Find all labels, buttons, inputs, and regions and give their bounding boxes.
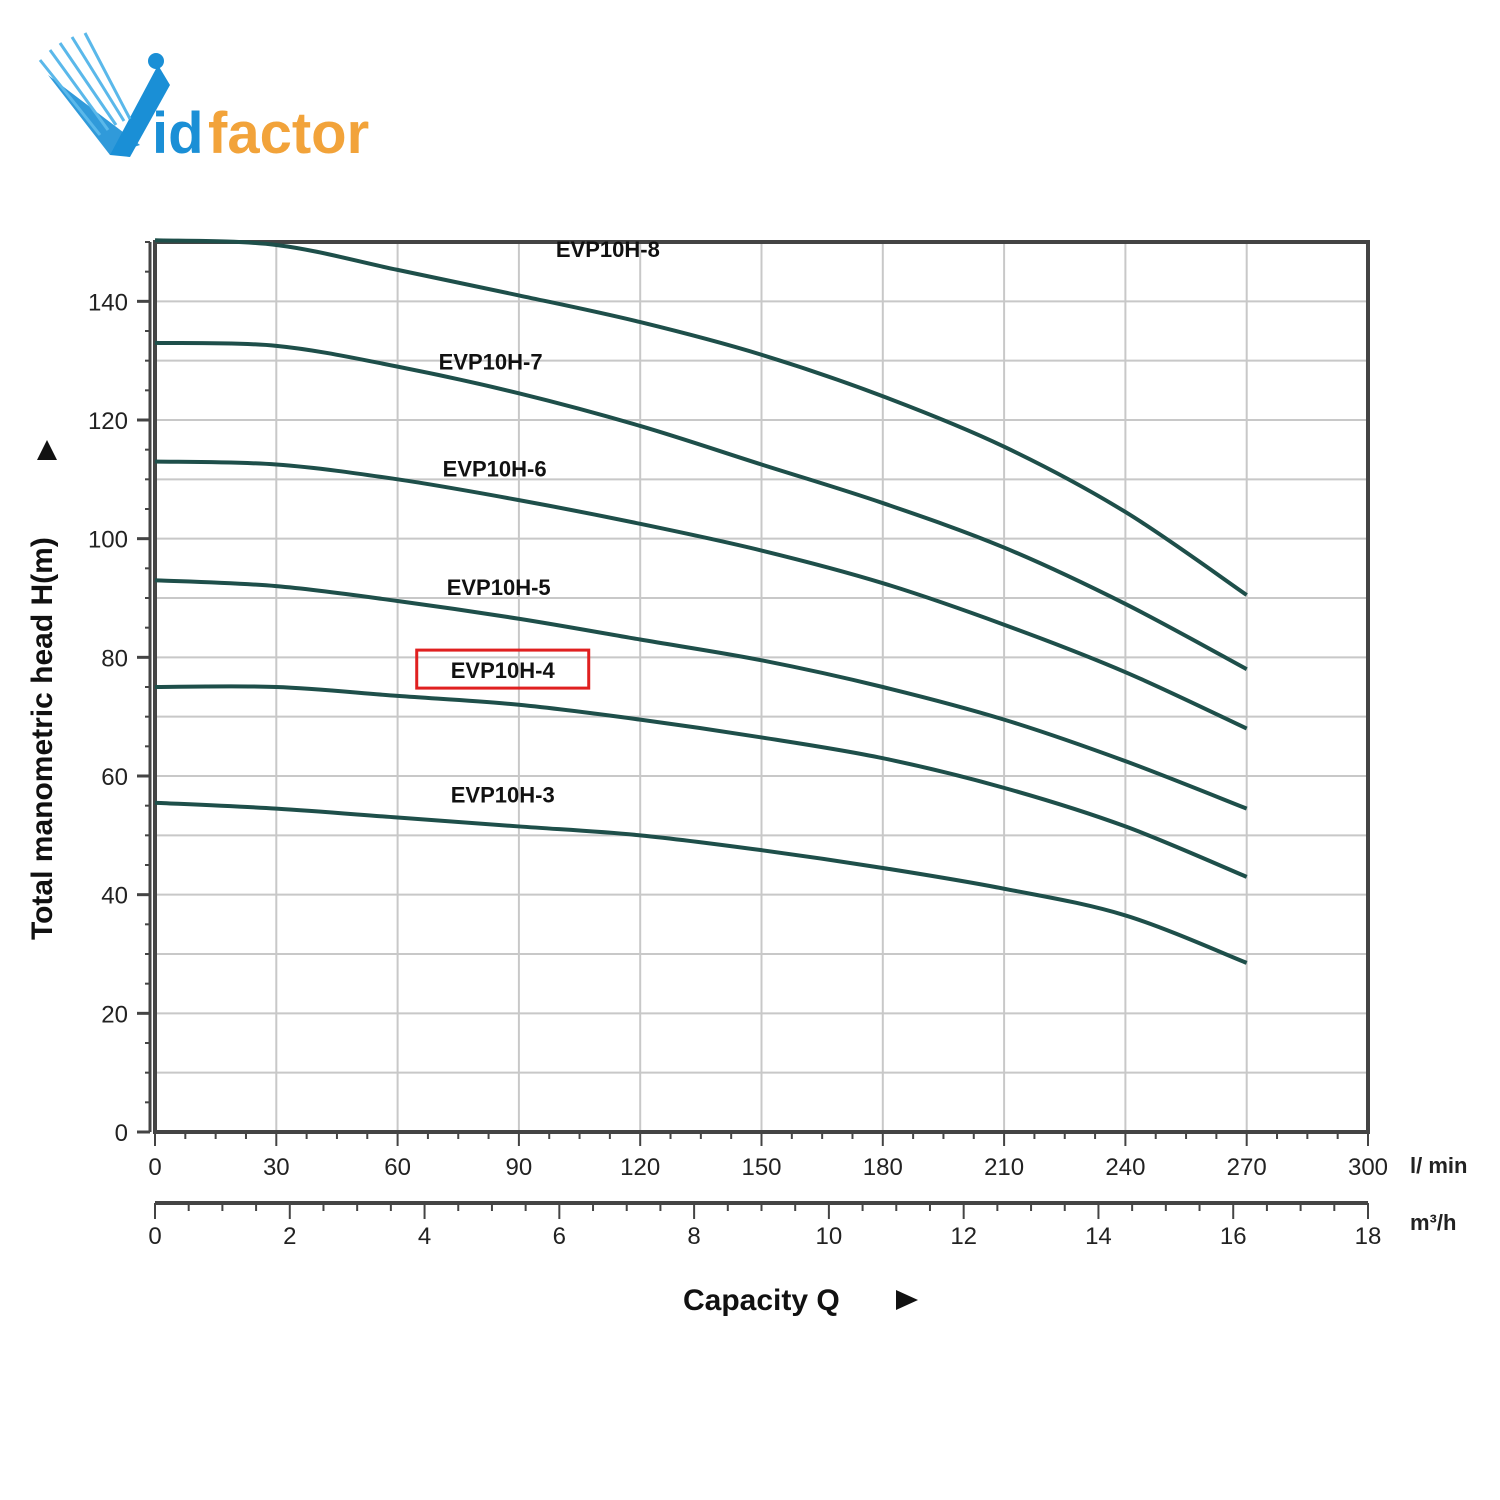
curve-evp10h-7 — [154, 340, 1248, 671]
y-axis-title: Total manometric head H(m) — [26, 537, 59, 940]
x-tick-label: 300 — [1348, 1154, 1388, 1181]
x2-tick-label: 2 — [283, 1223, 296, 1250]
y-tick-label: 40 — [101, 883, 128, 910]
curve-label-evp10h-4: EVP10H-4 — [451, 658, 556, 683]
y-tick-label: 60 — [101, 764, 128, 791]
x-tick-label: 30 — [263, 1154, 290, 1181]
x-axis-lmin: 0 30 60 90 120 150 180 210 240 270 300 — [148, 1132, 1388, 1181]
x2-tick-label: 12 — [950, 1223, 977, 1250]
curve-evp10h-8 — [154, 238, 1248, 597]
x2-tick-label: 18 — [1355, 1223, 1382, 1250]
vidfactor-logo: id factor — [38, 32, 369, 166]
curve-evp10h-3 — [154, 800, 1248, 965]
curve-evp10h-4 — [154, 684, 1248, 879]
logo-feather-icon — [38, 32, 170, 157]
chart-grid — [155, 242, 1368, 1132]
y-axis: 0 20 40 60 80 100 120 140 — [88, 241, 152, 1147]
x-tick-label: 210 — [984, 1154, 1024, 1181]
x2-tick-label: 0 — [148, 1223, 161, 1250]
x2-tick-label: 8 — [687, 1223, 700, 1250]
y-tick-label: 140 — [88, 289, 128, 316]
x-tick-label: 150 — [741, 1154, 781, 1181]
x-axis-m3h: 0 2 4 6 8 10 12 14 16 18 — [148, 1201, 1382, 1250]
x-axis-arrow-icon — [896, 1290, 918, 1310]
x-tick-label: 270 — [1227, 1154, 1267, 1181]
y-tick-label: 80 — [101, 645, 128, 672]
x-tick-label: 180 — [863, 1154, 903, 1181]
x-tick-label: 240 — [1105, 1154, 1145, 1181]
x-tick-label: 0 — [148, 1154, 161, 1181]
y-tick-label: 120 — [88, 408, 128, 435]
x-tick-label: 90 — [506, 1154, 533, 1181]
curve-label-evp10h-8: EVP10H-8 — [556, 237, 660, 262]
pump-curves — [154, 238, 1248, 965]
curve-evp10h-5 — [154, 578, 1248, 811]
x2-tick-label: 16 — [1220, 1223, 1247, 1250]
logo-id-text: id — [152, 101, 204, 166]
curve-label-evp10h-5: EVP10H-5 — [447, 575, 551, 600]
highlight-box — [415, 648, 591, 690]
y-tick-label: 0 — [115, 1120, 128, 1147]
x2-unit-label: m³/h — [1410, 1210, 1456, 1235]
y-tick-label: 20 — [101, 1001, 128, 1028]
x2-tick-label: 6 — [553, 1223, 566, 1250]
x-axis-title: Capacity Q — [683, 1284, 840, 1317]
y-axis-arrow-icon — [37, 440, 57, 460]
curve-label-evp10h-6: EVP10H-6 — [443, 456, 547, 481]
y-tick-label: 100 — [88, 527, 128, 554]
curve-label-evp10h-7: EVP10H-7 — [439, 350, 543, 375]
x2-tick-label: 10 — [816, 1223, 843, 1250]
x2-tick-label: 14 — [1085, 1223, 1112, 1250]
x-tick-label: 60 — [384, 1154, 411, 1181]
curve-evp10h-6 — [154, 459, 1248, 731]
x-tick-label: 120 — [620, 1154, 660, 1181]
curve-label-evp10h-3: EVP10H-3 — [451, 783, 555, 808]
x-unit-label: l/ min — [1410, 1153, 1467, 1178]
curve-labels: EVP10H-8 EVP10H-7 EVP10H-6 EVP10H-5 EVP10H-4… — [415, 237, 660, 808]
x2-tick-label: 4 — [418, 1223, 431, 1250]
logo-factor-text: factor — [208, 101, 369, 166]
